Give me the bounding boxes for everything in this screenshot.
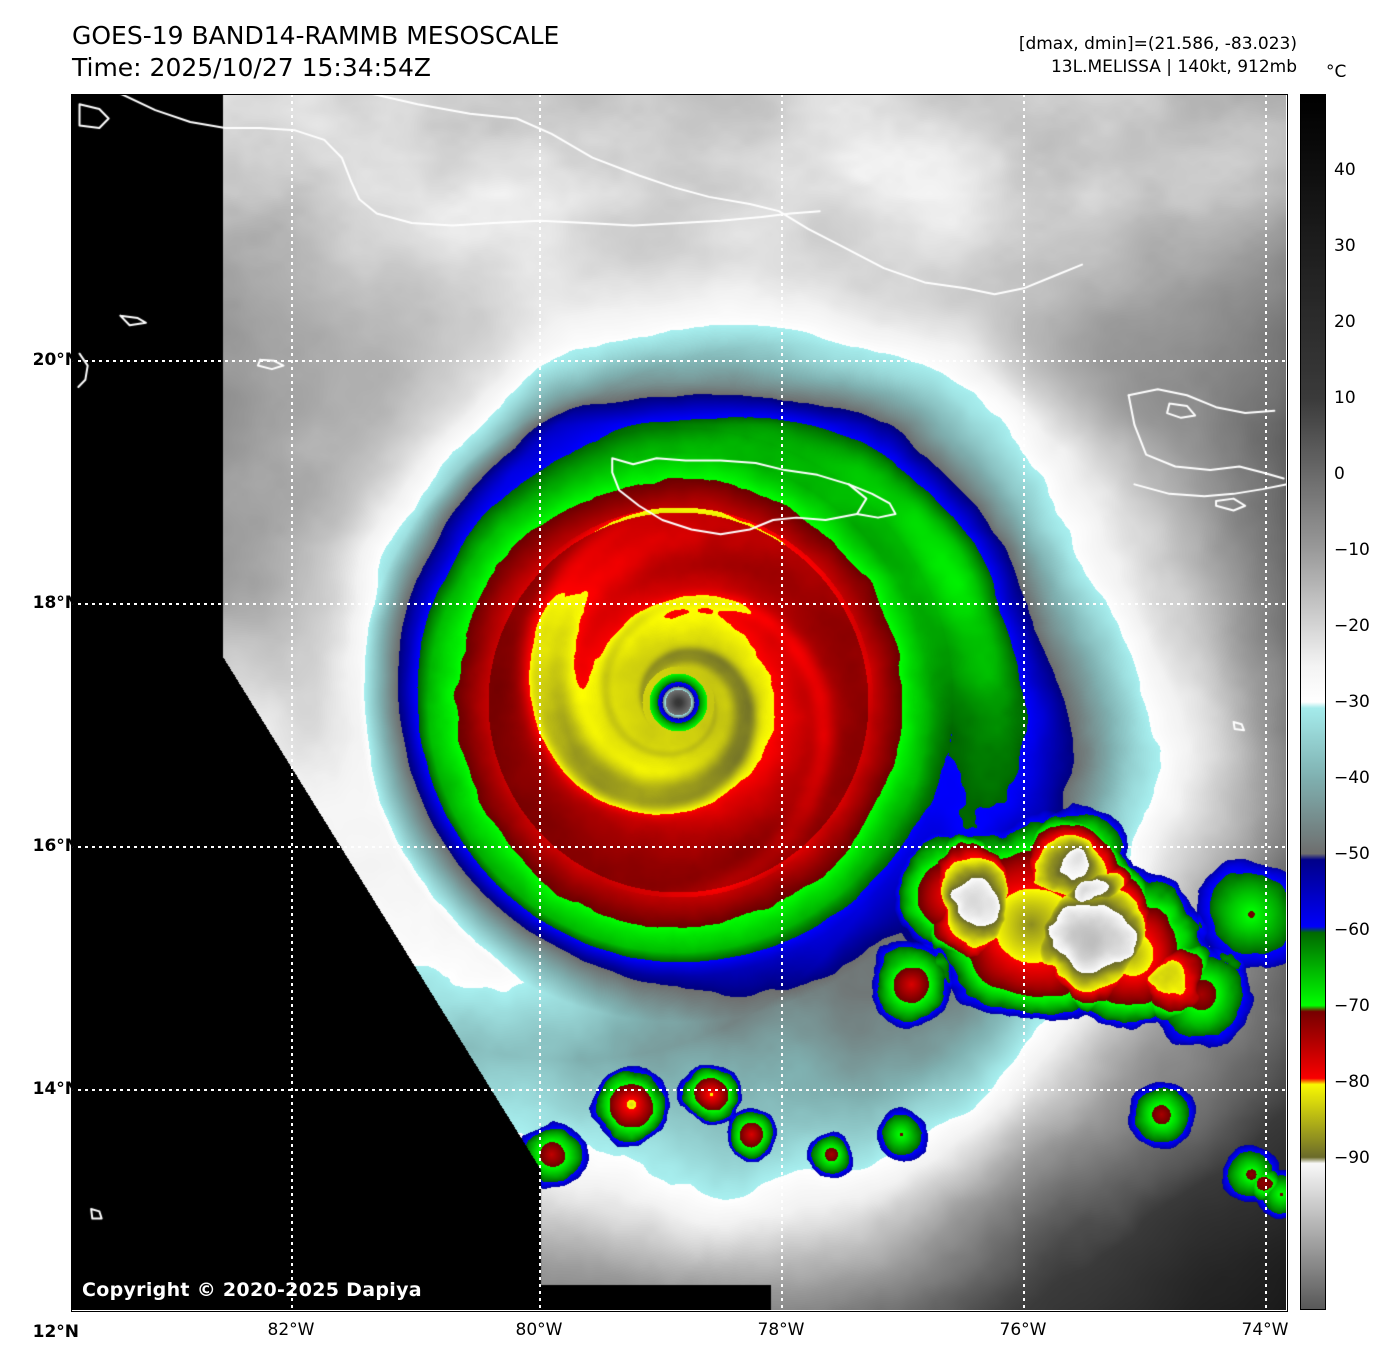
colorbar-tick-10: −60 xyxy=(1334,920,1370,940)
colorbar xyxy=(1300,94,1326,1310)
colorbar-tick-8: −40 xyxy=(1334,768,1370,788)
x-axis-label-0: 82°W xyxy=(267,1320,315,1340)
satellite-image-plot xyxy=(71,94,1286,1310)
y-axis-label-0: 20°N xyxy=(32,350,79,370)
x-axis-label-2: 78°W xyxy=(757,1320,805,1340)
copyright-label: Copyright © 2020-2025 Dapiya xyxy=(82,1279,422,1301)
colorbar-tick-2: 20 xyxy=(1334,312,1356,332)
x-axis-label-4: 74°W xyxy=(1241,1320,1289,1340)
colorbar-tick-0: 40 xyxy=(1334,160,1356,180)
timestamp-label: Time: 2025/10/27 15:34:54Z xyxy=(72,53,431,82)
y-axis-label-2: 16°N xyxy=(32,836,79,856)
x-axis-label-1: 80°W xyxy=(515,1320,563,1340)
colorbar-tick-13: −90 xyxy=(1334,1148,1370,1168)
title-block: GOES-19 BAND14-RAMMB MESOSCALE Time: 202… xyxy=(72,20,559,84)
page-title: GOES-19 BAND14-RAMMB MESOSCALE xyxy=(72,21,560,50)
colorbar-tick-1: 30 xyxy=(1334,236,1356,256)
colorbar-unit-label: °C xyxy=(1326,62,1347,82)
colorbar-tick-7: −30 xyxy=(1334,692,1370,712)
y-axis-label-4: 12°N xyxy=(32,1322,79,1342)
colorbar-tick-12: −80 xyxy=(1334,1072,1370,1092)
colorbar-tick-9: −50 xyxy=(1334,844,1370,864)
y-axis-label-1: 18°N xyxy=(32,593,79,613)
colorbar-tick-4: 0 xyxy=(1334,464,1345,484)
colorbar-tick-6: −20 xyxy=(1334,616,1370,636)
satellite-imagery-canvas xyxy=(71,94,1286,1310)
storm-info-label: 13L.MELISSA | 140kt, 912mb xyxy=(1050,57,1297,77)
colorbar-gradient xyxy=(1301,95,1325,1309)
metadata-block: [dmax, dmin]=(21.586, -83.023) 13L.MELIS… xyxy=(1019,33,1297,79)
x-axis-label-3: 76°W xyxy=(999,1320,1047,1340)
y-axis-label-3: 14°N xyxy=(32,1079,79,1099)
dmax-dmin-label: [dmax, dmin]=(21.586, -83.023) xyxy=(1018,34,1297,54)
colorbar-tick-3: 10 xyxy=(1334,388,1356,408)
colorbar-tick-11: −70 xyxy=(1334,996,1370,1016)
colorbar-tick-5: −10 xyxy=(1334,540,1370,560)
